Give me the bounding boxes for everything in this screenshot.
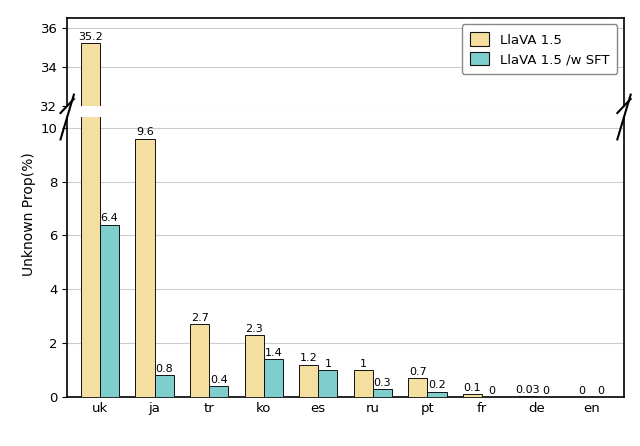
Text: 2.3: 2.3 [245, 324, 263, 334]
Bar [209, 386, 228, 397]
Bar [81, 0, 100, 397]
Bar [81, 43, 100, 446]
Bar [100, 225, 119, 397]
Text: 6.4: 6.4 [100, 213, 118, 223]
Bar [244, 335, 264, 397]
Text: 0: 0 [488, 386, 495, 396]
Text: 0: 0 [597, 386, 604, 396]
Text: 0.7: 0.7 [409, 367, 427, 377]
Bar [518, 396, 537, 397]
Text: 0.4: 0.4 [210, 375, 228, 385]
Bar [408, 378, 428, 397]
Bar [354, 370, 373, 397]
Text: 0.8: 0.8 [156, 364, 173, 374]
Text: 2.7: 2.7 [191, 313, 209, 323]
Text: 0.1: 0.1 [464, 383, 481, 393]
Text: 0.03: 0.03 [515, 385, 540, 395]
Text: 0.3: 0.3 [374, 377, 391, 388]
Text: 1: 1 [360, 359, 367, 369]
Bar [318, 370, 337, 397]
Text: 0: 0 [578, 386, 585, 396]
Bar [428, 392, 447, 397]
Text: 1.4: 1.4 [264, 348, 282, 358]
Text: 0.2: 0.2 [428, 380, 446, 390]
Legend: LlaVA 1.5, LlaVA 1.5 /w SFT: LlaVA 1.5, LlaVA 1.5 /w SFT [461, 25, 618, 74]
Bar [154, 376, 173, 397]
Bar [373, 389, 392, 397]
Text: 1: 1 [324, 359, 332, 369]
Text: 1.2: 1.2 [300, 353, 317, 363]
Text: Unknown Prop(%): Unknown Prop(%) [22, 152, 36, 276]
Bar [190, 324, 209, 397]
Bar [264, 359, 283, 397]
Bar [136, 139, 154, 397]
Text: 35.2: 35.2 [78, 32, 103, 42]
Text: 9.6: 9.6 [136, 127, 154, 137]
Bar [463, 394, 482, 397]
Text: 0: 0 [543, 386, 550, 396]
Bar [300, 365, 318, 397]
